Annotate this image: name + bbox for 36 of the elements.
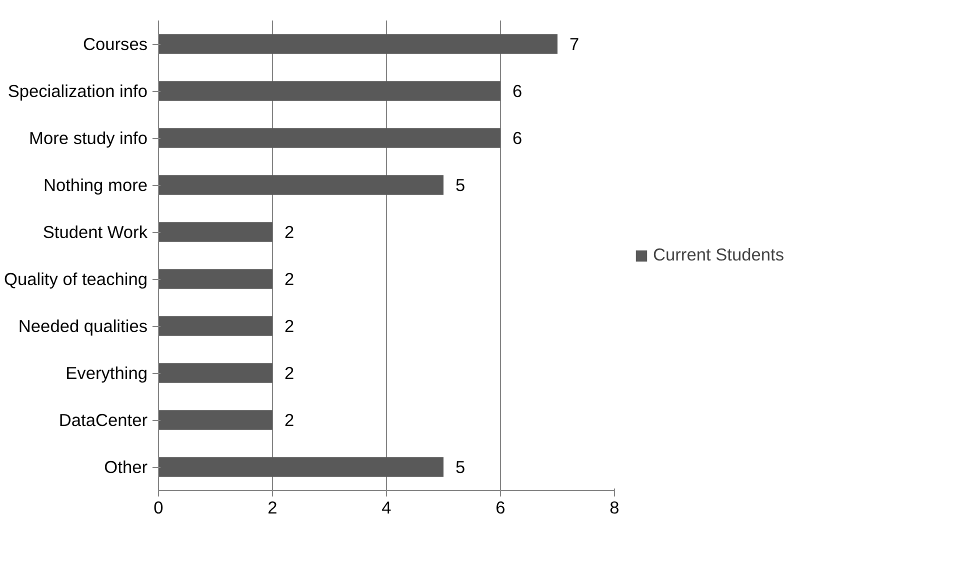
bar — [158, 175, 444, 195]
y-tick-label: Specialization info — [8, 81, 148, 101]
y-tick-label: Student Work — [42, 222, 148, 242]
data-label: 2 — [284, 222, 294, 242]
x-tick-label: 8 — [610, 498, 620, 518]
y-tick-label: Quality of teaching — [4, 269, 148, 289]
y-tick-label: More study info — [29, 128, 148, 148]
data-label: 2 — [284, 410, 294, 430]
data-label: 6 — [512, 128, 522, 148]
x-tick-label: 2 — [268, 498, 278, 518]
data-label: 5 — [456, 457, 466, 477]
legend-label: Current Students — [653, 244, 784, 266]
bar — [158, 81, 500, 101]
data-label: 7 — [570, 34, 580, 54]
y-tick-label: Everything — [66, 363, 148, 383]
data-label: 2 — [284, 269, 294, 289]
bar — [158, 410, 272, 430]
x-tick-label: 0 — [154, 498, 164, 518]
x-tick-label: 4 — [382, 498, 392, 518]
bar — [158, 222, 272, 242]
y-tick-label: Courses — [82, 34, 148, 54]
bar — [158, 316, 272, 336]
y-tick-label: DataCenter — [58, 410, 148, 430]
bar — [158, 363, 272, 383]
data-label: 5 — [456, 175, 466, 195]
y-tick-label: Other — [104, 457, 148, 477]
bar — [158, 457, 444, 477]
data-label: 2 — [284, 363, 294, 383]
bar — [158, 128, 500, 148]
data-label: 6 — [512, 81, 522, 101]
x-tick-label: 6 — [496, 498, 506, 518]
bar — [158, 269, 272, 289]
y-tick-label: Needed qualities — [18, 316, 148, 336]
data-label: 2 — [284, 316, 294, 336]
y-tick-label: Nothing more — [43, 175, 148, 195]
bar — [158, 34, 558, 54]
